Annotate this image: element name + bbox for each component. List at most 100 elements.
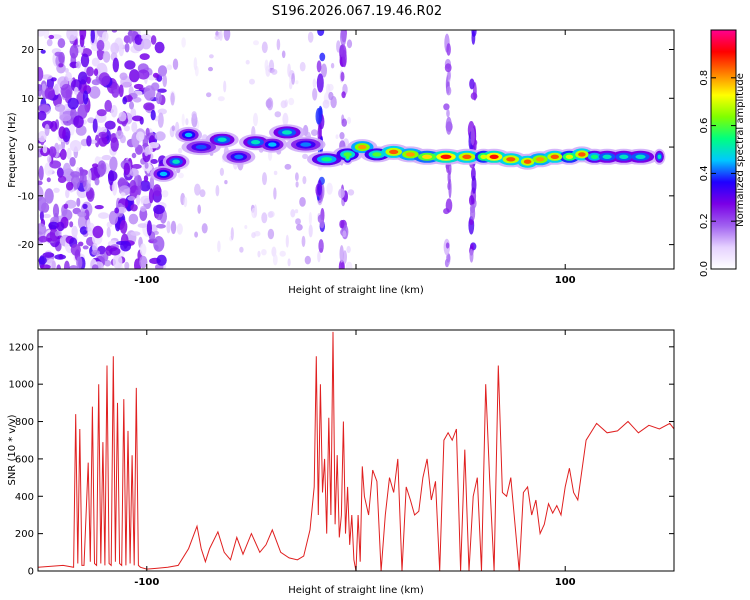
spectrogram-ridge-mark (635, 154, 646, 159)
spectrogram-ridge-mark (389, 149, 399, 155)
spectrogram-noise-band (469, 78, 475, 90)
spectrogram-noise-blob (157, 88, 167, 93)
spectrogram-noise-blob (172, 58, 179, 70)
spectrogram-noise-blob (152, 72, 159, 78)
spectrogram-noise-blob (280, 100, 287, 109)
spectrogram-noise-band (447, 71, 451, 80)
spectrogram-noise-blob (183, 196, 188, 208)
spectrogram-noise-blob (57, 175, 67, 183)
spectrogram-noise-blob (87, 117, 95, 124)
y-tick-label: 0 (28, 567, 34, 578)
colorbar-tick-label: 0.8 (699, 70, 710, 86)
spectrogram-noise-blob (102, 31, 109, 42)
spectrogram-noise-blob (271, 68, 278, 75)
spectrogram-noise-blob (102, 51, 111, 63)
spectrogram-ridge-mark (234, 154, 244, 159)
spectrogram-noise-blob (38, 180, 43, 186)
spectrogram-noise-blob (48, 34, 55, 40)
spectrogram-noise-blob (312, 78, 317, 89)
spectrogram-noise-blob (141, 33, 152, 41)
spectrogram-noise-blob (42, 252, 55, 258)
spectrogram-ridge-mark (405, 152, 415, 157)
spectrogram-noise-blob (296, 224, 303, 231)
spectrogram-ridge-mark (550, 154, 559, 159)
spectrogram-noise-blob (150, 109, 156, 121)
spectrogram-noise-blob (131, 152, 137, 159)
spectrogram-noise-blob (295, 181, 299, 188)
spectrogram-ridge-mark (172, 159, 180, 164)
spectrogram-noise-blob (92, 163, 99, 168)
spectrogram-noise-blob (58, 126, 66, 139)
spectrogram-noise-blob (41, 83, 47, 92)
spectrogram-noise-band (338, 188, 345, 199)
spectrogram-noise-blob (139, 243, 147, 256)
spectrogram-noise-blob (76, 91, 85, 105)
spectrogram-noise-band (469, 204, 476, 214)
spectrogram-noise-band (471, 30, 477, 37)
spectrogram-noise-blob (86, 76, 91, 84)
spectrogram-noise-blob (38, 165, 44, 181)
spectrogram-noise-blob (86, 135, 92, 147)
spectrogram-noise-blob (181, 37, 186, 48)
snr-x-label: Height of straight line (km) (288, 585, 424, 596)
spectrogram-noise-blob (217, 96, 225, 102)
spectrogram-noise-blob (69, 157, 76, 167)
spectrogram-noise-blob (157, 65, 168, 77)
spectrogram-noise-blob (92, 264, 99, 269)
x-tick-label: -100 (134, 577, 159, 588)
spectrogram-ridge-mark (251, 140, 261, 145)
spectrogram-ridge-mark (590, 154, 599, 159)
spectrogram-noise-blob (249, 78, 255, 85)
spectrogram-noise-blob (274, 111, 282, 118)
spectrogram-noise-blob (80, 53, 90, 68)
spectrogram-noise-blob (96, 39, 105, 51)
spectrogram-ridge-mark (657, 154, 662, 159)
spectrogram-noise-blob (58, 62, 64, 68)
spectrogram-noise-blob (91, 250, 101, 256)
spectrogram-noise-blob (185, 118, 189, 126)
x-tick-label: 100 (555, 577, 576, 588)
spectrogram-noise-blob (38, 130, 47, 143)
spectrogram-noise-blob (124, 42, 130, 53)
spectrogram-noise-blob (106, 226, 111, 238)
spectrogram-noise-blob (264, 59, 269, 72)
spectrogram-noise-blob (120, 240, 132, 252)
spectrogram-noise-blob (112, 180, 118, 196)
spectrogram-noise-blob (143, 175, 149, 182)
spectrogram-noise-blob (130, 204, 138, 212)
spectrogram-ridge-mark (184, 132, 193, 138)
spectrogram-noise-blob (44, 87, 55, 100)
spectrogram-noise-blob (161, 190, 169, 198)
spectrogram-noise-blob (223, 30, 231, 41)
spectrogram-ridge-mark (578, 152, 586, 157)
spectrogram-ridge-mark (602, 154, 612, 159)
spectrogram-noise-blob (86, 219, 91, 229)
spectrogram-noise-band (342, 49, 347, 68)
spectrogram-noise-blob (273, 187, 277, 200)
spectrogram-noise-blob (166, 64, 173, 71)
spectrogram-noise-blob (301, 235, 306, 248)
spectrogram-noise-blob (311, 129, 318, 137)
spectrogram-noise-blob (38, 103, 51, 113)
snr-plot-area (38, 331, 674, 571)
spectrogram-noise-band (339, 132, 345, 140)
spectrogram-noise-blob (261, 41, 268, 54)
spectrogram-noise-band (469, 195, 475, 206)
spectrogram-ridge-mark (159, 171, 168, 177)
spectrogram-noise-blob (251, 232, 256, 239)
spectrogram-noise-blob (346, 39, 353, 49)
spectrogram-ridge-mark (523, 159, 532, 164)
spectrogram-noise-blob (123, 125, 130, 132)
spectrogram-noise-blob (53, 187, 60, 193)
spectrogram-noise-blob (56, 221, 65, 232)
spectrogram-noise-blob (54, 230, 60, 237)
spectrogram-noise-blob (119, 72, 128, 81)
spectrogram-noise-blob (178, 147, 183, 154)
spectrogram-noise-blob (41, 74, 53, 80)
spectrogram-noise-blob (193, 57, 198, 71)
spectrogram-ridge-mark (565, 154, 574, 159)
spectrogram-noise-blob (57, 144, 63, 150)
spectrogram-ridge-mark (358, 144, 367, 150)
